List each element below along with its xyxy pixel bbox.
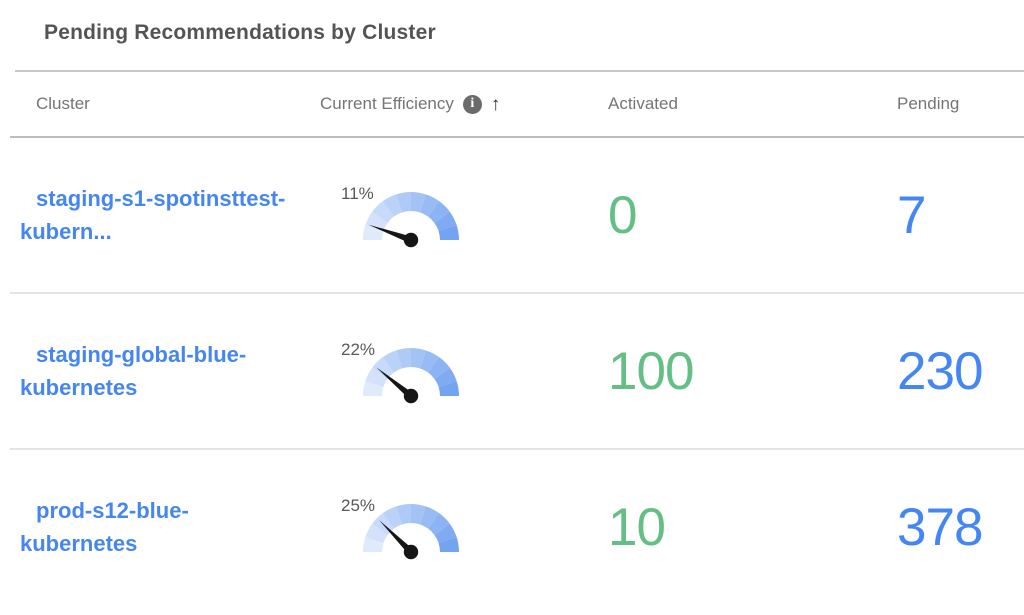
row-divider (10, 292, 1024, 294)
column-header-efficiency[interactable]: Current Efficiency i ↑ (320, 94, 608, 114)
pending-value: 378 (897, 497, 983, 557)
cluster-name-line1: staging-global-blue- (36, 342, 247, 367)
info-icon-glyph: i (470, 96, 475, 111)
table-row: prod-s12-blue- kubernetes 25% 10 378 (0, 450, 1024, 604)
pending-value: 7 (897, 185, 926, 245)
activated-value: 100 (608, 341, 694, 401)
pending-value: 230 (897, 341, 983, 401)
efficiency-gauge (361, 502, 461, 560)
efficiency-value: 11% (341, 184, 374, 203)
cluster-link[interactable]: staging-s1-spotinsttest- kubern... (0, 182, 320, 248)
pending-recommendations-panel: Pending Recommendations by Cluster Clust… (0, 18, 1024, 615)
activated-value: 0 (608, 185, 637, 245)
row-divider (10, 448, 1024, 450)
efficiency-cell: 11% (341, 182, 471, 248)
page-title: Pending Recommendations by Cluster (44, 21, 436, 44)
column-header-cluster: Cluster (36, 94, 90, 113)
column-header-efficiency-label: Current Efficiency (320, 94, 454, 113)
column-header-activated: Activated (608, 94, 678, 113)
cluster-link[interactable]: prod-s12-blue- kubernetes (0, 494, 320, 560)
column-header-pending: Pending (897, 94, 960, 113)
top-divider (15, 70, 1024, 72)
table-row: staging-global-blue- kubernetes 22% 100 … (0, 294, 1024, 448)
efficiency-gauge (361, 190, 461, 248)
efficiency-value: 25% (341, 496, 376, 515)
cluster-link[interactable]: staging-global-blue- kubernetes (0, 338, 320, 404)
efficiency-gauge (361, 346, 461, 404)
efficiency-cell: 25% (341, 494, 471, 560)
cluster-name-line1: staging-s1-spotinsttest- (36, 186, 286, 211)
efficiency-cell: 22% (341, 338, 471, 404)
info-icon[interactable]: i (462, 94, 482, 114)
cluster-name-line2: kubernetes (20, 375, 138, 400)
table-row: staging-s1-spotinsttest- kubern... 11% 0… (0, 138, 1024, 292)
table-header-row: Cluster Current Efficiency i ↑ Activated… (0, 72, 1024, 136)
header-divider (10, 136, 1024, 138)
cluster-name-line2: kubernetes (20, 531, 138, 556)
cluster-name-line1: prod-s12-blue- (36, 498, 189, 523)
sort-ascending-icon[interactable]: ↑ (490, 93, 501, 115)
efficiency-value: 22% (341, 340, 376, 359)
activated-value: 10 (608, 497, 666, 557)
cluster-name-line2: kubern... (20, 219, 112, 244)
